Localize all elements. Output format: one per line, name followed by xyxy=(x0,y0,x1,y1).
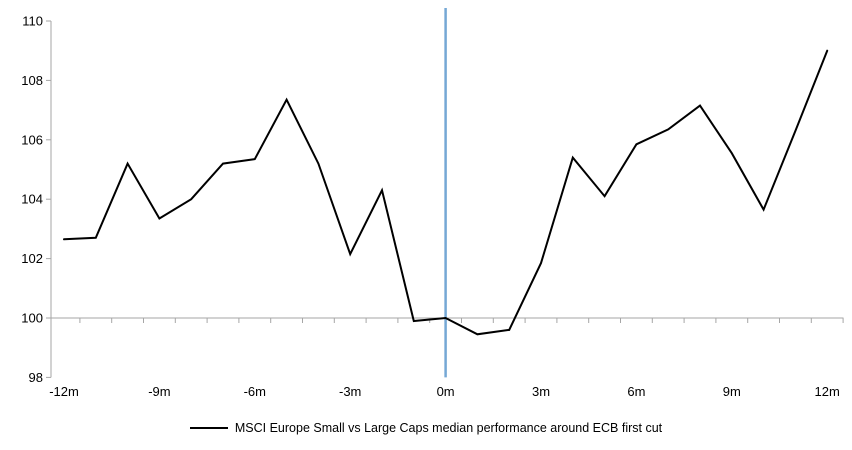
legend-line-swatch xyxy=(189,427,228,429)
y-axis: 98 100 102 104 106 108 110 xyxy=(21,14,52,385)
x-tick-label: -3m xyxy=(339,384,361,399)
legend-label: MSCI Europe Small vs Large Caps median p… xyxy=(234,421,663,435)
x-tick-label: -6m xyxy=(244,384,266,399)
series-line xyxy=(63,49,829,336)
x-tick-label: 9m xyxy=(723,384,741,399)
x-tick-label: -9m xyxy=(148,384,170,399)
x-tick-label: -12m xyxy=(49,384,79,399)
x-tick-label: 3m xyxy=(532,384,550,399)
legend: MSCI Europe Small vs Large Caps median p… xyxy=(0,419,852,437)
y-tick-label: 106 xyxy=(21,132,43,147)
y-tick-label: 98 xyxy=(29,370,43,385)
x-tick-label: 6m xyxy=(627,384,645,399)
x-tick-label: 0m xyxy=(437,384,455,399)
y-tick-label: 108 xyxy=(21,73,43,88)
y-tick-label: 102 xyxy=(21,251,43,266)
x-tick-label: 12m xyxy=(815,384,840,399)
y-tick-label: 104 xyxy=(21,192,43,207)
y-tick-label: 110 xyxy=(22,14,43,29)
y-tick-label: 100 xyxy=(21,311,43,326)
